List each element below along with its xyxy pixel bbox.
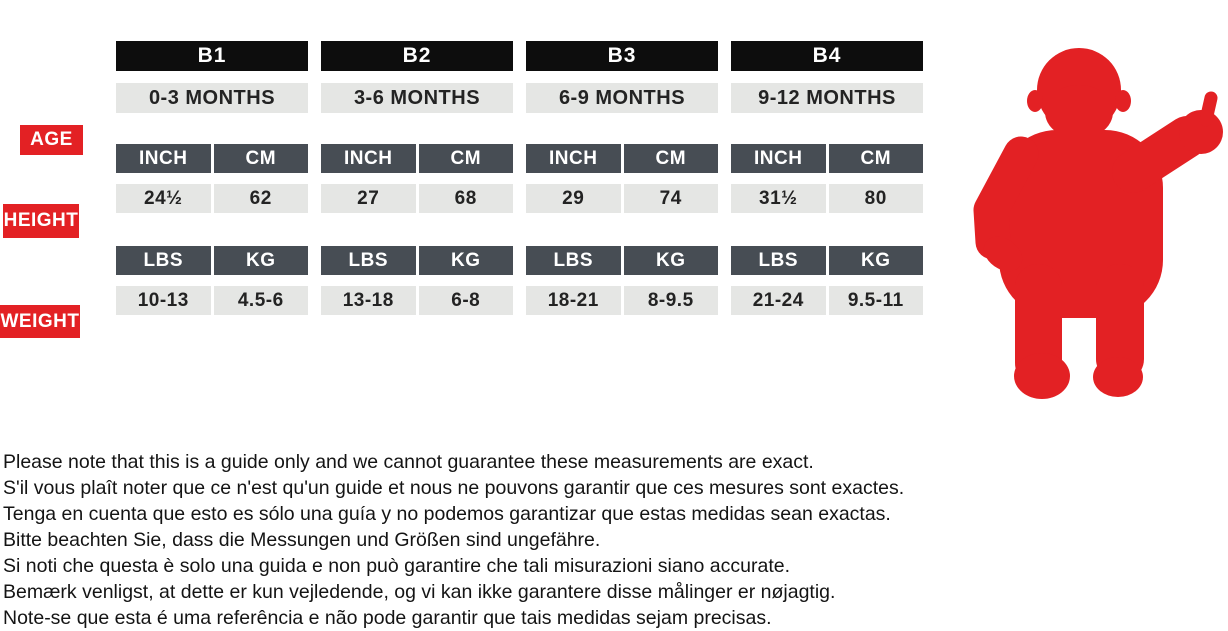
weight-unit-header-row: LBS KG LBS KG LBS KG LBS KG [116, 246, 923, 275]
weight-values-b3: 18-21 8-9.5 [526, 286, 718, 315]
disclaimer-line-en: Please note that this is a guide only an… [3, 451, 814, 473]
height-inch-b2: 27 [321, 184, 416, 213]
weight-kg-b3: 8-9.5 [623, 286, 718, 315]
height-row-label: HEIGHT [3, 204, 79, 238]
height-unit-pair-b4: INCH CM [731, 144, 923, 173]
height-inch-b3: 29 [526, 184, 621, 213]
weight-values-b1: 10-13 4.5-6 [116, 286, 308, 315]
disclaimer-line-da: Bemærk venligst, at dette er kun vejlede… [3, 581, 836, 603]
inch-header: INCH [526, 144, 621, 173]
size-code-b2: B2 [321, 41, 513, 71]
height-values-b2: 27 68 [321, 184, 513, 213]
kg-header: KG [828, 246, 923, 275]
disclaimer-line-fr: S'il vous plaît noter que ce n'est qu'un… [3, 477, 905, 499]
disclaimer-line-pt: Note-se que esta é uma referência e não … [3, 607, 772, 629]
height-cm-b1: 62 [213, 184, 308, 213]
disclaimer-line-es: Tenga en cuenta que esto es sólo una guí… [3, 503, 891, 525]
age-value-b1: 0-3 MONTHS [116, 83, 308, 113]
weight-values-b2: 13-18 6-8 [321, 286, 513, 315]
height-cm-b4: 80 [828, 184, 923, 213]
disclaimer-line-de: Bitte beachten Sie, dass die Messungen u… [3, 529, 601, 551]
age-value-row: 0-3 MONTHS 3-6 MONTHS 6-9 MONTHS 9-12 MO… [116, 83, 923, 113]
height-value-row: 24½ 62 27 68 29 74 31½ 80 [116, 184, 923, 213]
inch-header: INCH [731, 144, 826, 173]
weight-lbs-b1: 10-13 [116, 286, 211, 315]
weight-value-row: 10-13 4.5-6 13-18 6-8 18-21 8-9.5 21-24 … [116, 286, 923, 315]
weight-unit-pair-b4: LBS KG [731, 246, 923, 275]
lbs-header: LBS [116, 246, 211, 275]
age-value-b3: 6-9 MONTHS [526, 83, 718, 113]
height-cm-b2: 68 [418, 184, 513, 213]
size-code-row: B1 B2 B3 B4 [116, 41, 923, 71]
weight-values-b4: 21-24 9.5-11 [731, 286, 923, 315]
height-inch-b1: 24½ [116, 184, 211, 213]
inch-header: INCH [321, 144, 416, 173]
lbs-header: LBS [526, 246, 621, 275]
size-chart: AGE HEIGHT WEIGHT B1 B2 B3 B4 0-3 MONTHS… [0, 41, 1228, 416]
weight-kg-b4: 9.5-11 [828, 286, 923, 315]
disclaimer-line-it: Si noti che questa è solo una guida e no… [3, 555, 790, 577]
height-unit-pair-b3: INCH CM [526, 144, 718, 173]
height-values-b3: 29 74 [526, 184, 718, 213]
height-unit-pair-b1: INCH CM [116, 144, 308, 173]
baby-thumbs-up-icon [973, 48, 1223, 399]
kg-header: KG [418, 246, 513, 275]
cm-header: CM [828, 144, 923, 173]
height-values-b4: 31½ 80 [731, 184, 923, 213]
age-row-label: AGE [20, 125, 83, 155]
height-unit-header-row: INCH CM INCH CM INCH CM INCH CM [116, 144, 923, 173]
weight-unit-pair-b3: LBS KG [526, 246, 718, 275]
kg-header: KG [623, 246, 718, 275]
size-code-b1: B1 [116, 41, 308, 71]
weight-unit-pair-b1: LBS KG [116, 246, 308, 275]
cm-header: CM [418, 144, 513, 173]
weight-lbs-b2: 13-18 [321, 286, 416, 315]
disclaimer-text: Please note that this is a guide only an… [3, 449, 1228, 631]
inch-header: INCH [116, 144, 211, 173]
age-value-b4: 9-12 MONTHS [731, 83, 923, 113]
weight-kg-b2: 6-8 [418, 286, 513, 315]
height-cm-b3: 74 [623, 184, 718, 213]
size-code-b3: B3 [526, 41, 718, 71]
cm-header: CM [213, 144, 308, 173]
kg-header: KG [213, 246, 308, 275]
weight-row-label: WEIGHT [0, 305, 80, 338]
height-values-b1: 24½ 62 [116, 184, 308, 213]
lbs-header: LBS [731, 246, 826, 275]
age-value-b2: 3-6 MONTHS [321, 83, 513, 113]
lbs-header: LBS [321, 246, 416, 275]
weight-unit-pair-b2: LBS KG [321, 246, 513, 275]
size-chart-columns: B1 B2 B3 B4 0-3 MONTHS 3-6 MONTHS 6-9 MO… [116, 41, 923, 315]
height-unit-pair-b2: INCH CM [321, 144, 513, 173]
height-inch-b4: 31½ [731, 184, 826, 213]
weight-kg-b1: 4.5-6 [213, 286, 308, 315]
cm-header: CM [623, 144, 718, 173]
weight-lbs-b3: 18-21 [526, 286, 621, 315]
weight-lbs-b4: 21-24 [731, 286, 826, 315]
size-code-b4: B4 [731, 41, 923, 71]
